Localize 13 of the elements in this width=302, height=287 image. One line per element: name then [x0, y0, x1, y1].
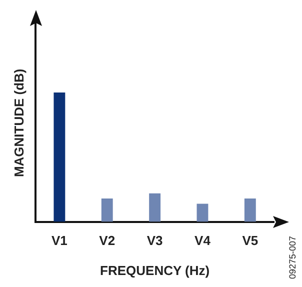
- text: 09275-007: [287, 236, 298, 279]
- bar: [101, 198, 113, 222]
- x-tick-label: V5: [242, 233, 258, 248]
- x-axis-title: FREQUENCY (Hz): [100, 262, 210, 278]
- x-tick-label: V2: [99, 233, 116, 248]
- bar: [54, 92, 66, 222]
- y-axis-title: MAGNITUDE (dB): [11, 68, 26, 178]
- bar: [196, 204, 208, 222]
- bar: [149, 193, 161, 222]
- x-tick-label: V3: [146, 233, 163, 248]
- x-tick-label: V4: [194, 233, 212, 248]
- x-tick-label: V1: [51, 233, 68, 248]
- bar: [244, 198, 256, 222]
